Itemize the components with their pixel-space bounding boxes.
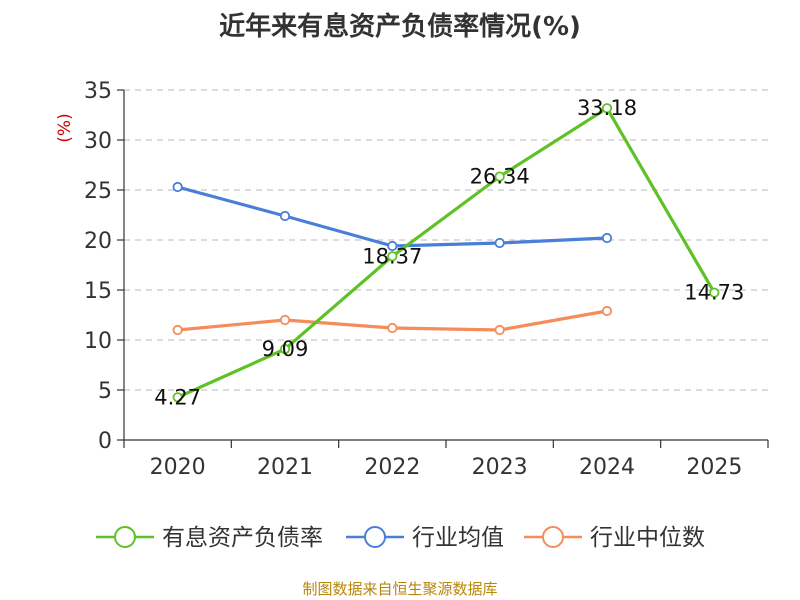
data-point (601, 103, 613, 114)
x-tick-label: 2020 (150, 455, 206, 480)
y-tick-label: 10 (84, 329, 112, 354)
data-label: 14.73 (684, 281, 744, 305)
y-tick-label: 20 (84, 229, 112, 254)
data-point (279, 210, 291, 222)
y-axis-ticks: 0 5 10 15 20 25 30 35 (84, 79, 112, 454)
axes (117, 89, 769, 448)
data-point (601, 232, 613, 244)
x-tick-label: 2023 (472, 455, 528, 480)
data-point (494, 171, 505, 182)
data-point (601, 305, 613, 317)
data-label: 9.09 (262, 337, 309, 361)
data-point (387, 240, 398, 252)
x-tick-label: 2021 (257, 455, 313, 480)
y-tick-label: 0 (98, 429, 112, 454)
data-point (172, 392, 183, 403)
series-line (177, 106, 716, 399)
data-label: 4.27 (154, 385, 201, 409)
source-note: 制图数据来自恒生聚源数据库 (302, 580, 498, 598)
data-label: 26.34 (470, 165, 530, 189)
series-line (177, 185, 608, 248)
data-point (494, 324, 505, 336)
chart-title: 近年来有息资产负债率情况(%) (219, 12, 581, 42)
grid-lines (124, 89, 768, 391)
y-axis-label: (%) (55, 113, 75, 142)
legend-marker (542, 526, 564, 548)
legend-label: 有息资产负债率 (162, 525, 323, 551)
data-point (172, 181, 183, 193)
data-labels: 4.27 9.09 18.37 26.34 33.18 14.73 (154, 96, 744, 409)
x-tick-label: 2024 (579, 455, 635, 480)
legend: 有息资产负债率 行业均值 行业中位数 (96, 525, 705, 551)
data-point (709, 287, 720, 298)
x-tick-label: 2025 (686, 455, 742, 480)
data-label: 18.37 (362, 244, 422, 268)
legend-marker (364, 526, 386, 548)
data-point (279, 343, 291, 355)
x-axis-ticks: 2020 2021 2022 2023 2024 2025 (150, 455, 743, 480)
y-tick-label: 5 (98, 379, 112, 404)
y-tick-label: 30 (84, 129, 112, 154)
data-point (172, 324, 183, 336)
legend-label: 行业中位数 (590, 525, 705, 551)
y-tick-label: 35 (84, 79, 112, 104)
x-tick-label: 2022 (364, 455, 420, 480)
data-point (279, 314, 291, 326)
legend-label: 行业均值 (412, 525, 504, 551)
y-tick-label: 15 (84, 279, 112, 304)
data-point (494, 237, 505, 249)
legend-marker (114, 526, 136, 548)
data-point (387, 322, 398, 334)
data-label: 33.18 (577, 96, 637, 120)
data-point (387, 251, 398, 262)
series-lines (172, 103, 720, 403)
y-tick-label: 25 (84, 179, 112, 204)
